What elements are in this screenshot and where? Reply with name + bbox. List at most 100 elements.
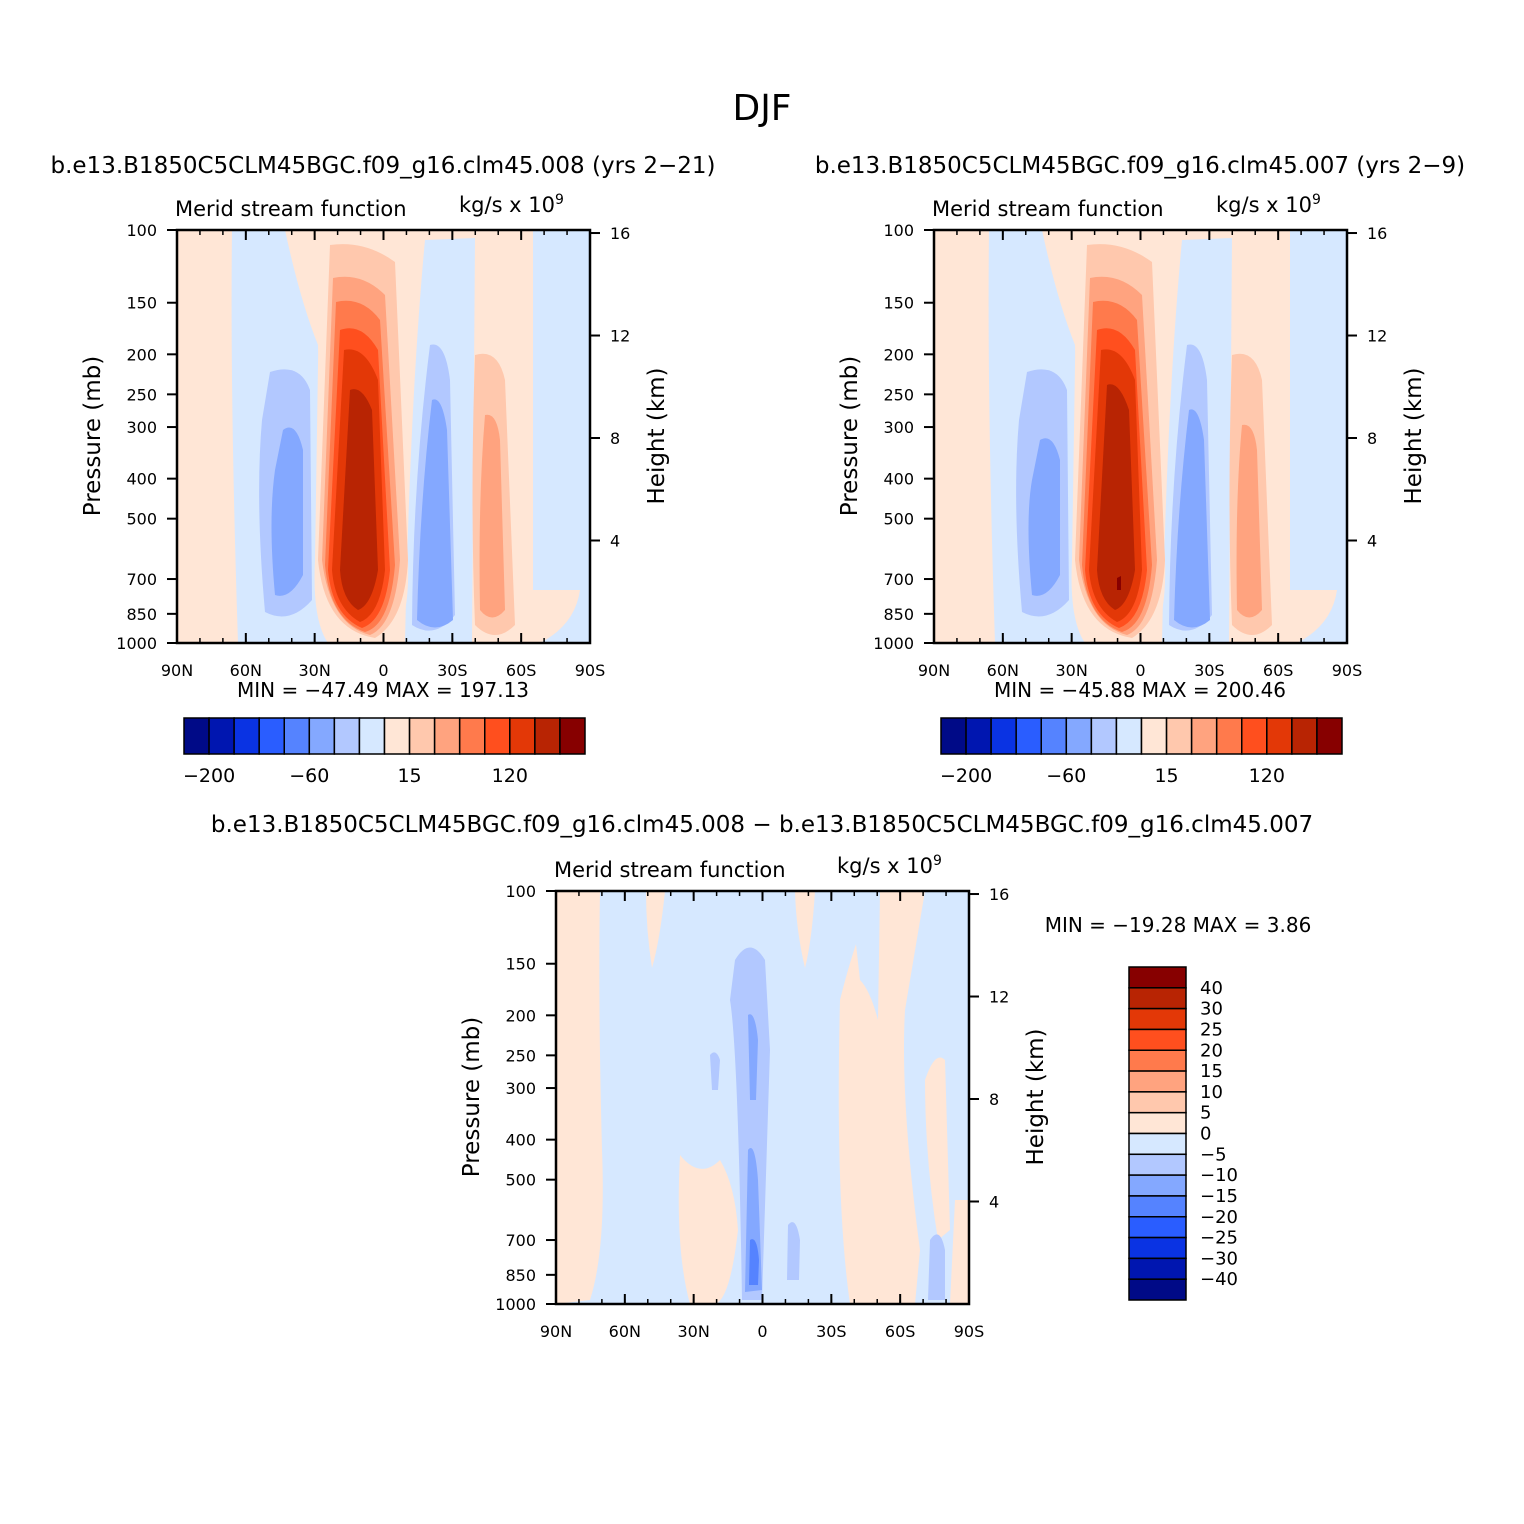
- panel1-ylabel2: Height (km): [644, 367, 670, 504]
- colorbar-cell: [383, 717, 411, 755]
- height-tick-label: 12: [1367, 327, 1387, 346]
- panel1-variable: Merid stream function: [175, 197, 407, 221]
- panel1-neg-cell-n-3: [271, 427, 303, 596]
- colorbar-cell: [1266, 717, 1293, 755]
- colorbar-cell: [233, 717, 260, 755]
- panel2-pos-cell-s-2: [1236, 424, 1262, 618]
- y-tick-label: 500: [126, 510, 157, 529]
- panel2-neg-cell-s-3: [1174, 409, 1210, 628]
- height-tick-label: 8: [989, 1090, 999, 1109]
- colorbar-cell: [1140, 717, 1168, 755]
- panel3-neg-area-eq-4: [749, 1239, 759, 1285]
- panel3-pos-area-d: [838, 891, 925, 1304]
- height-tick-label: 16: [610, 224, 630, 243]
- height-tick-label: 4: [1367, 532, 1377, 551]
- x-tick-label: 30S: [1194, 661, 1225, 680]
- colorbar-cell: [1128, 987, 1187, 1010]
- colorbar-label: −20: [1200, 1207, 1238, 1228]
- x-tick-label: 0: [378, 661, 388, 680]
- x-tick-label: 30S: [816, 1322, 847, 1341]
- colorbar-label: 20: [1200, 1040, 1223, 1061]
- colorbar-cell: [1128, 1257, 1187, 1280]
- y-tick-label: 250: [505, 1046, 536, 1065]
- y-tick-label: 200: [126, 345, 157, 364]
- x-tick-label: 60S: [1263, 661, 1294, 680]
- panel2-pos-cell-main-7: [1097, 384, 1135, 610]
- colorbar-cell: [1128, 1028, 1187, 1051]
- panel2-neg-cell-n-3: [1028, 438, 1060, 596]
- panel1-minmax: MIN = −47.49 MAX = 197.13: [237, 678, 529, 702]
- colorbar-cell: [208, 717, 235, 755]
- height-tick-label: 8: [1367, 429, 1377, 448]
- colorbar-cell: [1215, 717, 1243, 755]
- panel2-pos-cell-main-8: [1117, 576, 1121, 590]
- colorbar-label: 5: [1200, 1103, 1211, 1124]
- x-tick-label: 60N: [609, 1322, 641, 1341]
- y-tick-label: 700: [126, 570, 157, 589]
- colorbar-cell: [358, 717, 386, 755]
- panel3-pos-area-c: [795, 891, 815, 968]
- panel1-ylabel: Pressure (mb): [80, 356, 106, 516]
- height-tick-label: 12: [989, 988, 1009, 1007]
- colorbar-cell: [1128, 1278, 1187, 1301]
- colorbar-cell: [965, 717, 992, 755]
- colorbar-label: 0: [1200, 1124, 1211, 1145]
- panel3-neg-area-eq-2: [748, 1014, 758, 1100]
- colorbar-cell: [1128, 1236, 1187, 1260]
- y-tick-label: 700: [883, 570, 914, 589]
- y-tick-label: 150: [505, 955, 536, 974]
- colorbar-cell: [1165, 717, 1193, 755]
- panel2-colorbar: −200 −60 15 120: [940, 717, 1343, 787]
- colorbar-label: 15: [1200, 1061, 1223, 1082]
- panel3-case-title: b.e13.B1850C5CLM45BGC.f09_g16.clm45.008 …: [211, 812, 1313, 838]
- y-tick-label: 700: [505, 1231, 536, 1250]
- y-tick-label: 1000: [495, 1295, 536, 1314]
- height-tick-label: 12: [610, 327, 630, 346]
- colorbar-label: 10: [1200, 1082, 1223, 1103]
- colorbar-label: 25: [1200, 1019, 1223, 1040]
- panel3-units-exp: 9: [933, 853, 942, 869]
- panel1-units: kg/s x 109: [459, 192, 564, 217]
- panel-bottom-difference: b.e13.B1850C5CLM45BGC.f09_g16.clm45.008 …: [211, 812, 1313, 1341]
- panel3-neg-area-e: [850, 891, 880, 1020]
- colorbar-cell: [308, 717, 336, 755]
- panel2-contour-field: [934, 230, 1347, 643]
- colorbar-label: −30: [1200, 1248, 1238, 1269]
- panel3-minmax: MIN = −19.28 MAX = 3.86: [1045, 913, 1312, 937]
- colorbar-cell: [258, 717, 285, 755]
- panel1-units-exp: 9: [555, 192, 564, 208]
- panel3-pos-area-b: [678, 1155, 738, 1304]
- colorbar-cell: [559, 717, 586, 755]
- colorbar-label: 120: [1249, 765, 1285, 787]
- x-tick-label: 90N: [161, 661, 193, 680]
- colorbar-cell: [458, 717, 486, 755]
- x-tick-label: 60N: [230, 661, 262, 680]
- colorbar-cell: [433, 717, 461, 755]
- colorbar-cell: [990, 717, 1017, 755]
- panel3-neg-area-i: [710, 1052, 720, 1090]
- colorbar-label: −200: [940, 765, 992, 787]
- colorbar-cell: [1128, 1216, 1187, 1239]
- colorbar-cell: [408, 717, 436, 755]
- panel3-neg-area-j: [787, 1222, 800, 1280]
- colorbar-label: 15: [1154, 765, 1178, 787]
- colorbar-cell: [1115, 717, 1143, 755]
- panel3-pos-area-a: [646, 891, 665, 968]
- colorbar-cell: [484, 717, 511, 755]
- panel1-units-text: kg/s x 10: [459, 193, 555, 217]
- colorbar-label: −10: [1200, 1165, 1238, 1186]
- colorbar-cell: [1128, 1049, 1187, 1072]
- figure-title: DJF: [732, 88, 791, 129]
- colorbar-cell: [1128, 1111, 1187, 1135]
- y-tick-label: 400: [126, 470, 157, 489]
- panel2-units-exp: 9: [1312, 192, 1321, 208]
- colorbar-cell: [1065, 717, 1093, 755]
- colorbar-cell: [509, 717, 536, 755]
- panel3-units: kg/s x 109: [837, 853, 942, 878]
- x-tick-label: 90S: [954, 1322, 985, 1341]
- panel1-neg-cell-sp: [533, 230, 590, 643]
- panel2-ylabel: Pressure (mb): [837, 356, 863, 516]
- x-tick-label: 90N: [540, 1322, 572, 1341]
- panel3-axes: 90N 60N 30N 0 30S 60S 90S 100 150 200 250 300 400 500…: [495, 882, 1009, 1341]
